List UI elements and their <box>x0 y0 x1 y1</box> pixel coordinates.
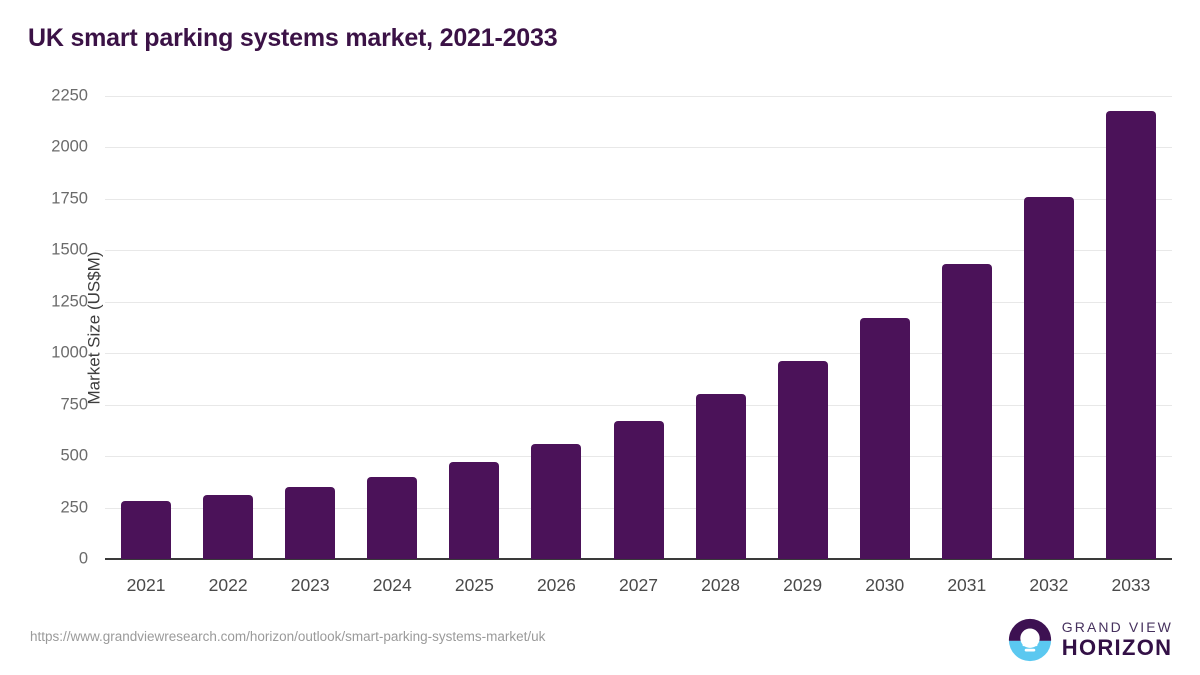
bar[interactable] <box>695 394 746 559</box>
y-axis-title-container: Market Size (US$M) <box>20 96 104 559</box>
y-axis-tick-label: 2250 <box>51 86 88 105</box>
bar[interactable] <box>613 421 664 559</box>
gridline <box>105 96 1172 97</box>
y-axis-title: Market Size (US$M) <box>84 250 104 405</box>
x-axis-tick-label: 2024 <box>372 575 412 595</box>
y-axis-tick-label: 1750 <box>51 189 88 208</box>
axis-baseline <box>105 558 1172 560</box>
x-axis-tick-label: 2021 <box>126 575 166 595</box>
y-axis-tick-label: 750 <box>60 395 88 414</box>
x-axis-tick-label: 2023 <box>290 575 330 595</box>
y-axis-tick-label: 500 <box>60 446 88 465</box>
x-axis-tick-label: 2032 <box>1029 575 1069 595</box>
bar[interactable] <box>121 501 172 559</box>
x-axis-tick-label: 2033 <box>1111 575 1151 595</box>
bar[interactable] <box>203 494 254 559</box>
logo-text: GRAND VIEW HORIZON <box>1062 620 1173 660</box>
logo-line-grand-view: GRAND VIEW <box>1061 619 1173 635</box>
grand-view-horizon-logo: GRAND VIEW HORIZON <box>1008 618 1173 662</box>
x-axis-tick-label: 2028 <box>701 575 741 595</box>
source-url[interactable]: https://www.grandviewresearch.com/horizo… <box>30 629 546 644</box>
bar[interactable] <box>1023 197 1074 559</box>
x-axis-tick-label: 2027 <box>619 575 658 595</box>
bar[interactable] <box>531 444 582 559</box>
gridline <box>105 404 1172 406</box>
bar[interactable] <box>1105 111 1156 559</box>
bar[interactable] <box>941 263 992 559</box>
gridline <box>105 301 1172 303</box>
bar[interactable] <box>285 487 336 559</box>
y-axis-tick-label: 1000 <box>51 343 88 362</box>
y-axis-tick-label: 1500 <box>51 240 88 259</box>
y-axis-tick-label: 250 <box>60 498 88 517</box>
y-axis-tick-label: 2000 <box>51 137 88 156</box>
logo-line-horizon: HORIZON <box>1061 635 1173 660</box>
x-axis-tick-label: 2022 <box>208 575 248 595</box>
gridline <box>105 147 1172 149</box>
y-axis-tick-label: 1250 <box>51 292 88 311</box>
x-axis-tick-label: 2029 <box>783 575 823 595</box>
bar[interactable] <box>777 361 828 559</box>
gridline <box>105 250 1172 252</box>
x-axis-tick-label: 2030 <box>865 575 905 595</box>
x-axis-tick-label: 2025 <box>454 575 494 595</box>
gridline <box>105 353 1172 355</box>
y-axis-tick-label: 0 <box>78 549 88 568</box>
plot-area <box>105 96 1172 560</box>
bar[interactable] <box>449 462 500 559</box>
gridline <box>105 198 1172 200</box>
bar[interactable] <box>367 476 418 559</box>
x-axis-tick-label: 2031 <box>947 575 987 595</box>
horizon-logo-icon <box>1008 618 1051 662</box>
page-title: UK smart parking systems market, 2021-20… <box>28 24 558 52</box>
x-axis-tick-label: 2026 <box>536 575 576 595</box>
bar[interactable] <box>859 317 910 559</box>
